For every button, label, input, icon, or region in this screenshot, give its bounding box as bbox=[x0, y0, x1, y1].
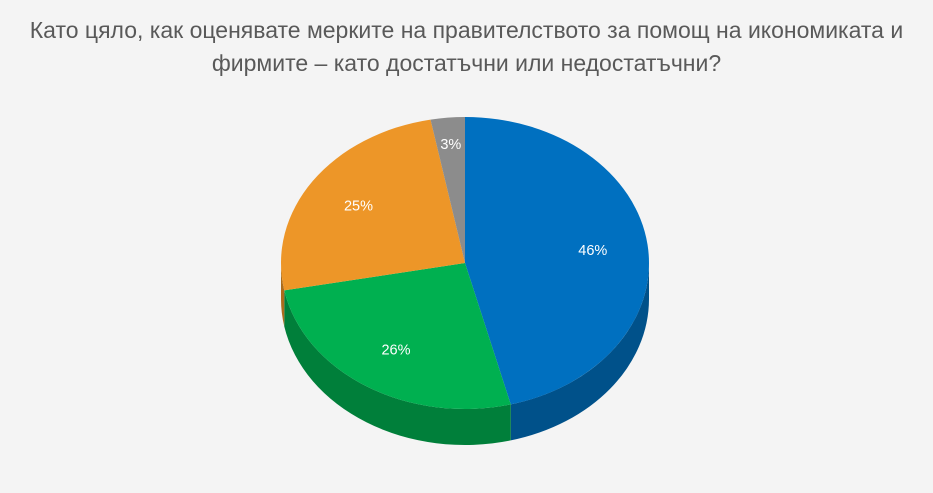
pie-slice-label-1: 26% bbox=[381, 342, 410, 358]
chart-title-line-2: фирмите – като достатъчни или недостатъч… bbox=[211, 50, 722, 76]
pie-labels: 46% 26% 25% 3% bbox=[344, 137, 607, 358]
pie-slice-3 bbox=[430, 117, 465, 263]
chart-title: Като цяло, как оценявате мерките на прав… bbox=[0, 14, 933, 80]
pie-slice-side-1 bbox=[284, 290, 511, 446]
pie-slice-label-0: 46% bbox=[578, 243, 607, 259]
pie-sides bbox=[281, 263, 649, 446]
pie-slice-2 bbox=[281, 119, 465, 291]
pie-slice-label-3: 3% bbox=[440, 137, 461, 153]
pie-slice-label-2: 25% bbox=[344, 199, 373, 215]
chart-title-line-1: Като цяло, как оценявате мерките на прав… bbox=[29, 17, 904, 43]
pie-slices bbox=[281, 117, 649, 409]
pie-slice-1 bbox=[284, 263, 511, 409]
pie-slice-0 bbox=[465, 117, 649, 405]
pie-slice-side-0 bbox=[510, 263, 649, 441]
pie-slice-side-2 bbox=[281, 263, 285, 327]
